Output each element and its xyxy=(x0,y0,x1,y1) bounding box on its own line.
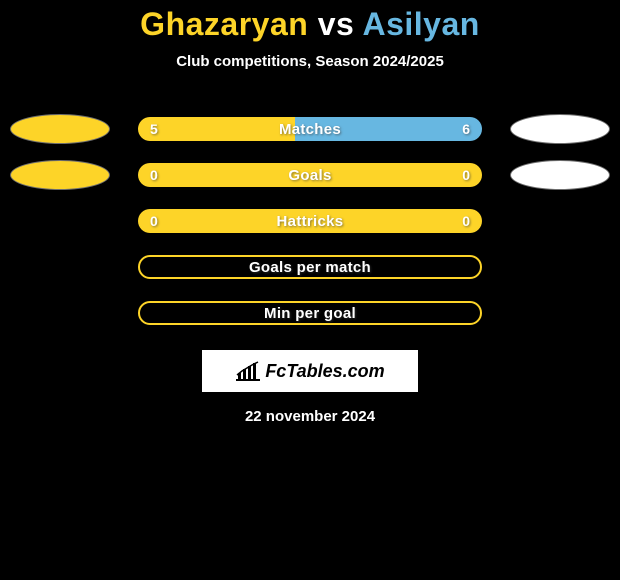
title-player2: Asilyan xyxy=(362,6,479,42)
stat-value-right: 0 xyxy=(462,213,470,229)
stats-area: 5 6 Matches 0 0 Goals 0 0 Hattricks Goals per mat… xyxy=(0,106,620,336)
title-vs: vs xyxy=(318,6,355,42)
comparison-infographic: Ghazaryan vs Asilyan Club competitions, … xyxy=(0,0,620,580)
stat-bar: Min per goal xyxy=(138,301,482,325)
player-avatar-right xyxy=(510,160,610,190)
title-player1: Ghazaryan xyxy=(140,6,308,42)
player-avatar-right xyxy=(510,114,610,144)
stat-label: Goals per match xyxy=(249,259,371,276)
stat-row: 0 0 Goals xyxy=(0,152,620,198)
subtitle: Club competitions, Season 2024/2025 xyxy=(0,53,620,70)
stat-value-right: 0 xyxy=(462,167,470,183)
stat-value-right: 6 xyxy=(462,121,470,137)
logo-box: FcTables.com xyxy=(202,350,418,392)
stat-row: Goals per match xyxy=(0,244,620,290)
date-text: 22 november 2024 xyxy=(0,408,620,425)
player-avatar-left xyxy=(10,160,110,190)
stat-row: 0 0 Hattricks xyxy=(0,198,620,244)
stat-bar: 5 6 Matches xyxy=(138,117,482,141)
stat-label: Matches xyxy=(279,121,341,138)
stat-value-left: 5 xyxy=(150,121,158,137)
stat-bar: 0 0 Goals xyxy=(138,163,482,187)
logo-text: FcTables.com xyxy=(265,361,384,382)
stat-value-left: 0 xyxy=(150,167,158,183)
stat-label: Min per goal xyxy=(264,305,356,322)
page-title: Ghazaryan vs Asilyan xyxy=(0,0,620,43)
stat-value-left: 0 xyxy=(150,213,158,229)
bar-fill-left xyxy=(138,117,295,141)
logo: FcTables.com xyxy=(235,361,384,382)
stat-row: Min per goal xyxy=(0,290,620,336)
stat-label: Hattricks xyxy=(277,213,344,230)
stat-row: 5 6 Matches xyxy=(0,106,620,152)
player-avatar-left xyxy=(10,114,110,144)
bar-chart-icon xyxy=(235,361,261,381)
stat-bar: Goals per match xyxy=(138,255,482,279)
stat-bar: 0 0 Hattricks xyxy=(138,209,482,233)
stat-label: Goals xyxy=(288,167,331,184)
